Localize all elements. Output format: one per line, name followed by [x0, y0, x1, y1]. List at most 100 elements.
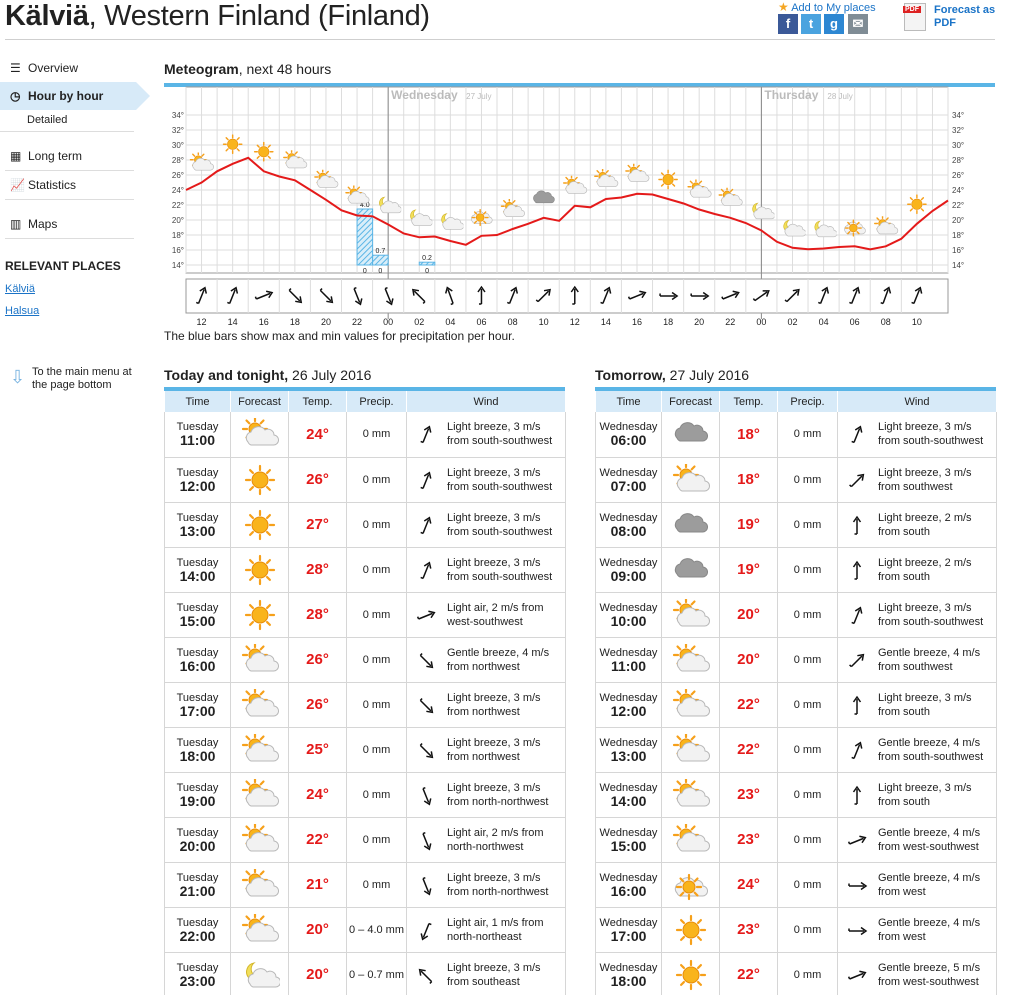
sidebar-item-detailed[interactable]: Detailed — [0, 110, 134, 132]
precip-cell: 0 mm — [346, 412, 407, 458]
row-day: Tuesday — [176, 961, 219, 974]
partly-cloudy-icon — [500, 199, 525, 217]
x-tick: 00 — [756, 317, 766, 325]
pdf-icon[interactable]: PDF — [903, 3, 926, 31]
precip-cell: 0 mm — [777, 952, 838, 995]
row-day: Wednesday — [599, 556, 658, 569]
place-link-kalvia[interactable]: Kälviä — [5, 283, 35, 295]
time-cell: Wednesday 15:00 — [595, 817, 662, 863]
twitter-icon[interactable]: t — [801, 14, 821, 34]
wind-cell: Light breeze, 2 m/s from south — [837, 502, 997, 548]
sidebar-item-long-term[interactable]: ▦ Long term — [0, 142, 148, 170]
col-wind: Wind — [406, 391, 566, 412]
partly-cloudy-icon — [661, 592, 720, 638]
wind-text: Light breeze, 3 m/s from south-southwest — [447, 511, 553, 538]
x-tick: 02 — [787, 317, 797, 325]
table-row: Tuesday 19:00 24° 0 mm Light breeze, 3 m/… — [164, 772, 566, 818]
to-main-menu-link[interactable]: ⇩ To the main menu at the page bottom — [10, 366, 132, 391]
wind-cell: Light breeze, 3 m/s from south-southwest — [406, 457, 566, 503]
sidebar-item-statistics[interactable]: 📈 Statistics — [0, 171, 148, 199]
day-date: 27 July — [466, 92, 491, 101]
wind-arrow-icon — [415, 740, 437, 762]
row-hour: 15:00 — [179, 612, 216, 629]
list-icon: ☰ — [10, 61, 21, 75]
wind-arrow-icon — [415, 830, 437, 852]
sidebar-item-maps[interactable]: ▥ Maps — [0, 210, 148, 238]
header-divider — [5, 39, 995, 40]
wind-text: Light breeze, 3 m/s from south-southwest — [447, 556, 553, 583]
row-day: Tuesday — [176, 466, 219, 479]
temp-cell: 22° — [719, 727, 778, 773]
time-cell: Tuesday 17:00 — [164, 682, 231, 728]
partly-cloudy-icon — [594, 169, 619, 187]
row-day: Wednesday — [599, 421, 658, 434]
wind-arrow-icon — [659, 291, 679, 301]
row-hour: 18:00 — [610, 972, 647, 989]
wind-text: Gentle breeze, 5 m/s from west-southwest — [878, 961, 981, 988]
y-tick-right: 16° — [952, 246, 964, 255]
sidebar-item-overview[interactable]: ☰ Overview — [0, 54, 148, 82]
moon-cloud-icon — [379, 196, 402, 214]
sun-icon — [230, 457, 289, 503]
wind-cell: Light breeze, 3 m/s from north-northwest — [406, 772, 566, 818]
row-day: Tuesday — [176, 556, 219, 569]
facebook-icon[interactable]: f — [778, 14, 798, 34]
table-row: Tuesday 16:00 26° 0 mm Gentle breeze, 4 m… — [164, 637, 566, 683]
wind-arrow-icon — [846, 920, 868, 942]
x-tick: 18 — [290, 317, 300, 325]
col-time: Time — [595, 391, 662, 412]
wind-arrow-icon — [846, 785, 868, 807]
today-forecast-table: Time Forecast Temp. Precip. Wind Tuesday… — [164, 391, 566, 995]
moon-cloud-icon — [814, 220, 837, 238]
google-plus-icon[interactable]: g — [824, 14, 844, 34]
sidebar-item-hour-by-hour[interactable]: ◷ Hour by hour — [0, 82, 150, 110]
precip-cell: 0 mm — [346, 772, 407, 818]
pdf-link[interactable]: Forecast as PDF — [934, 4, 996, 29]
day-date: 28 July — [827, 92, 852, 101]
x-tick: 06 — [476, 317, 486, 325]
chart-icon: 📈 — [10, 178, 25, 192]
email-icon[interactable]: ✉ — [848, 14, 868, 34]
cloud-icon — [533, 190, 555, 204]
precip-cell: 0 mm — [346, 457, 407, 503]
sun-icon — [661, 907, 720, 953]
row-hour: 23:00 — [179, 972, 216, 989]
wind-arrow-icon — [846, 515, 868, 537]
wind-arrow-icon — [846, 965, 868, 987]
wind-cell: Light breeze, 3 m/s from southeast — [406, 952, 566, 995]
wind-text: Gentle breeze, 4 m/s from west-southwest — [878, 826, 981, 853]
wind-arrow-icon — [415, 965, 437, 987]
table-row: Wednesday 13:00 22° 0 mm Gentle breeze, 4… — [595, 727, 997, 773]
y-tick-right: 14° — [952, 261, 964, 270]
row-day: Wednesday — [599, 781, 658, 794]
day-label: Wednesday — [391, 88, 458, 102]
precip-cell: 0 mm — [777, 862, 838, 908]
wind-cell: Light breeze, 3 m/s from south-southwest — [837, 412, 997, 458]
wind-arrow-icon — [415, 785, 437, 807]
wind-arrow-icon — [880, 286, 892, 305]
table-row: Tuesday 22:00 20° 0 – 4.0 mm Light air, 1… — [164, 907, 566, 953]
moon-cloud-icon — [752, 202, 775, 220]
temp-cell: 22° — [719, 952, 778, 995]
row-hour: 17:00 — [610, 927, 647, 944]
wind-text: Light breeze, 3 m/s from northwest — [447, 691, 541, 718]
place-link-halsua[interactable]: Halsua — [5, 305, 40, 317]
add-to-places-link[interactable]: ★ Add to My places — [778, 0, 876, 14]
y-tick-left: 18° — [172, 231, 184, 240]
temp-cell: 24° — [288, 412, 347, 458]
sun-icon — [230, 502, 289, 548]
temp-cell: 26° — [288, 682, 347, 728]
time-cell: Wednesday 14:00 — [595, 772, 662, 818]
y-tick-left: 28° — [172, 156, 184, 165]
temp-cell: 24° — [719, 862, 778, 908]
partly-cloudy-icon — [230, 817, 289, 863]
x-tick: 16 — [632, 317, 642, 325]
precip-bar — [372, 254, 389, 266]
precip-cell: 0 – 0.7 mm — [346, 952, 407, 995]
temp-cell: 26° — [288, 637, 347, 683]
sun-cloud-icon — [844, 219, 866, 237]
wind-arrow-icon — [411, 288, 426, 304]
table-row: Wednesday 14:00 23° 0 mm Light breeze, 3 … — [595, 772, 997, 818]
row-hour: 16:00 — [610, 882, 647, 899]
wind-arrow-icon — [846, 560, 868, 582]
